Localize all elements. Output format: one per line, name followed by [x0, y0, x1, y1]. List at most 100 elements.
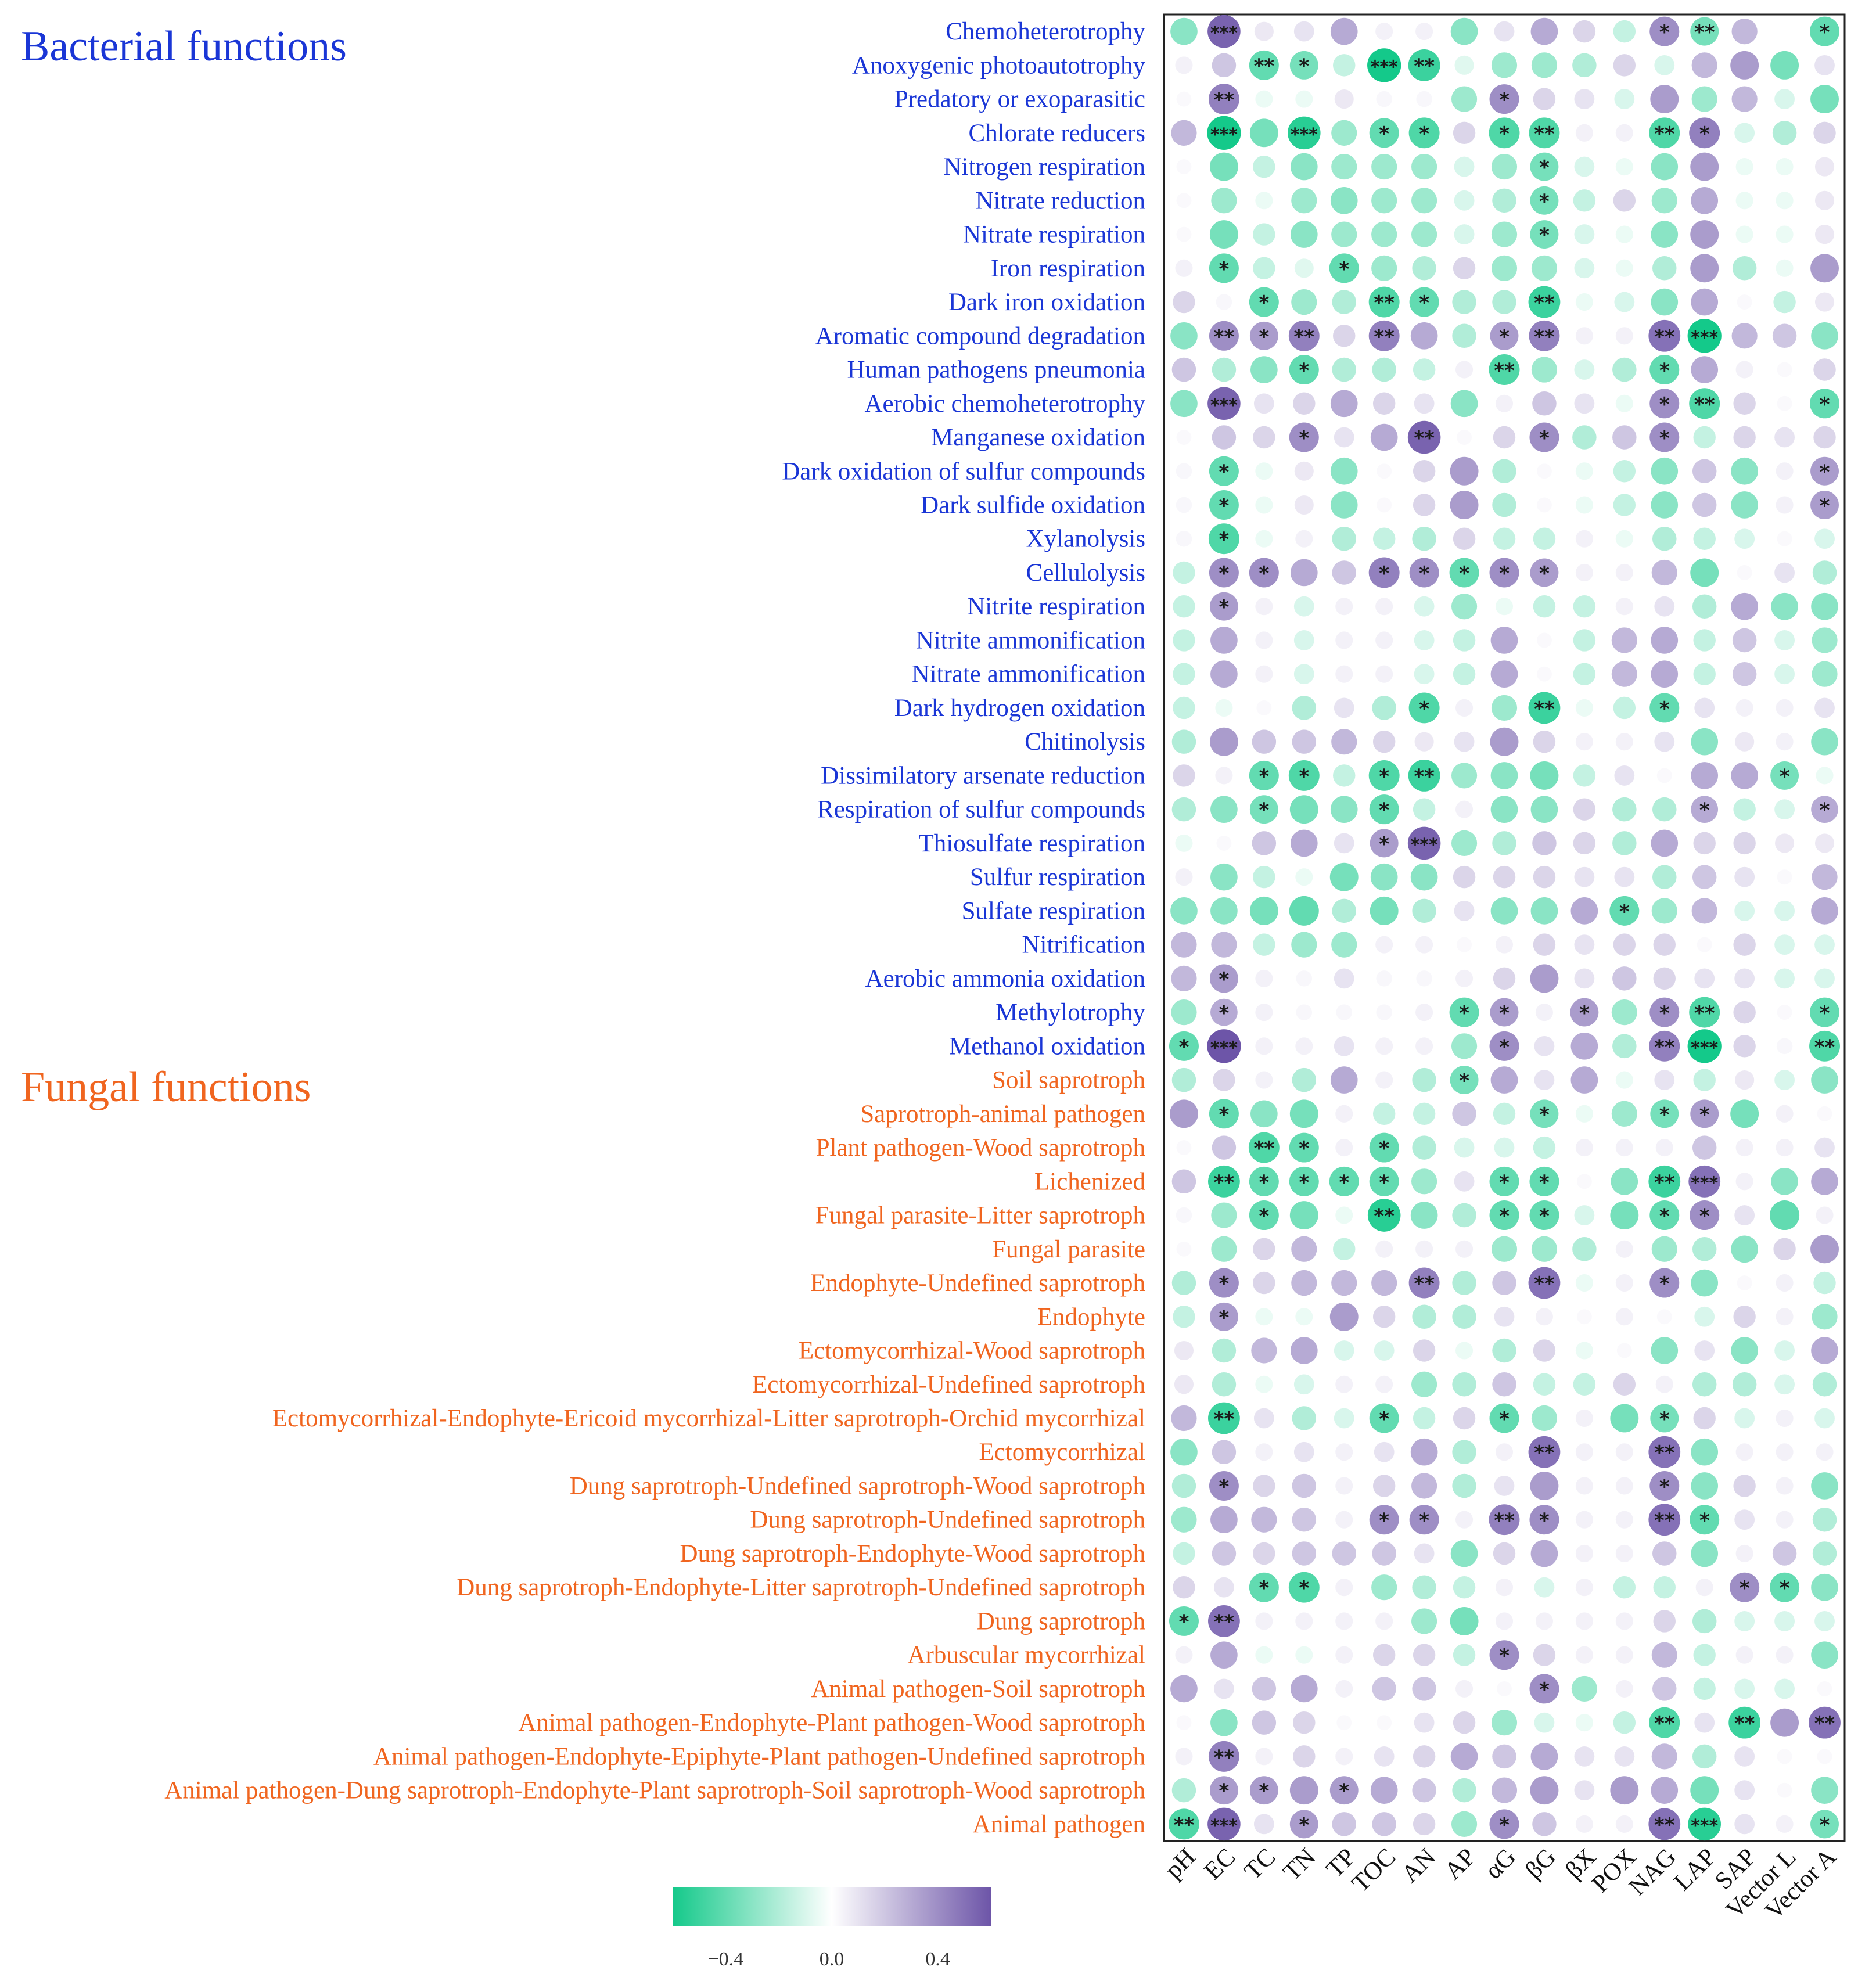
correlation-dot: [1648, 1808, 1681, 1840]
correlation-dot: [1651, 288, 1679, 316]
correlation-dot: [1575, 496, 1593, 514]
significance-mark: *: [1659, 427, 1670, 450]
significance-mark: **: [1814, 1035, 1835, 1059]
correlation-dot: [1413, 460, 1436, 483]
correlation-dot: [1613, 696, 1636, 720]
correlation-dot: [1209, 456, 1239, 486]
correlation-dot: [1691, 1438, 1719, 1466]
correlation-dot: [1574, 393, 1595, 414]
correlation-dot: [1290, 153, 1318, 181]
correlation-dot: [1731, 1235, 1758, 1263]
correlation-dot: [1529, 1505, 1559, 1535]
correlation-dot: [1409, 1505, 1439, 1535]
significance-mark: *: [1539, 190, 1550, 213]
correlation-dot: [1335, 1612, 1353, 1630]
correlation-dot: [1734, 1509, 1755, 1530]
row-label: Methylotrophy: [995, 999, 1145, 1026]
correlation-dot: [1814, 833, 1835, 853]
row-label: Chitinolysis: [1025, 728, 1145, 756]
correlation-dot: [1289, 896, 1319, 926]
correlation-dot: [1331, 1270, 1357, 1296]
correlation-dot: [1735, 1139, 1753, 1157]
correlation-dot: [1533, 1373, 1556, 1396]
correlation-dot: [1574, 968, 1595, 989]
row-label: Dark sulfide oxidation: [921, 491, 1145, 519]
correlation-dot: [1249, 287, 1279, 317]
correlation-dot: [1776, 158, 1794, 176]
correlation-dot: [1774, 1340, 1795, 1361]
correlation-dot: [1288, 116, 1321, 150]
correlation-dot: [1449, 558, 1479, 588]
correlation-dot: [1814, 292, 1835, 312]
correlation-dot: [1454, 55, 1474, 75]
correlation-dot: [1414, 630, 1435, 650]
correlation-dot: [1734, 900, 1755, 921]
correlation-dot: [1690, 17, 1719, 46]
correlation-dot: [1331, 120, 1357, 146]
correlation-dot: [1651, 1236, 1677, 1262]
correlation-dot: [1375, 631, 1393, 649]
correlation-dot: [1810, 1235, 1839, 1264]
correlation-dot: [1452, 1778, 1476, 1803]
correlation-dot: [1209, 727, 1238, 756]
significance-mark: *: [1699, 1103, 1710, 1127]
significance-mark: *: [1659, 393, 1670, 416]
correlation-dot: [1613, 20, 1636, 43]
correlation-dot: [1570, 897, 1598, 925]
correlation-dot: [1368, 760, 1400, 791]
significance-mark: ***: [1210, 395, 1238, 416]
correlation-dot: [1776, 192, 1794, 210]
correlation-dot: [1335, 1206, 1353, 1224]
correlation-dot: [1573, 663, 1596, 685]
correlation-dot: [1451, 594, 1478, 620]
correlation-dot: [1735, 1070, 1755, 1090]
correlation-dot: [1208, 523, 1239, 555]
correlation-dot: [1814, 528, 1835, 549]
correlation-dot: [1253, 155, 1275, 178]
row-label: Aerobic chemoheterotrophy: [864, 390, 1145, 418]
correlation-dot: [1414, 393, 1435, 414]
correlation-dot: [1576, 1174, 1592, 1189]
significance-mark: *: [1219, 461, 1230, 484]
correlation-dot: [1731, 323, 1758, 349]
correlation-dot: [1290, 829, 1318, 857]
row-label: Ectomycorrhizal: [979, 1439, 1145, 1466]
correlation-dot: [1610, 1404, 1639, 1433]
correlation-dot: [1734, 1678, 1755, 1699]
correlation-dot: [1573, 832, 1596, 855]
correlation-dot: [1737, 294, 1752, 310]
correlation-dot: [1692, 1135, 1717, 1160]
correlation-dot: [1812, 1304, 1838, 1330]
correlation-dot: [1575, 1409, 1593, 1428]
correlation-dot: [1776, 259, 1794, 277]
correlation-dot: [1334, 427, 1354, 448]
correlation-dot: [1411, 1371, 1437, 1397]
correlation-dot: [1375, 665, 1393, 683]
correlation-dot: [1210, 796, 1238, 823]
correlation-dot: [1173, 696, 1195, 720]
significance-mark: *: [1499, 1171, 1510, 1194]
correlation-dot: [1811, 1573, 1838, 1601]
correlation-dot: [1814, 1137, 1835, 1158]
correlation-dot: [1497, 1681, 1512, 1696]
correlation-dot: [1810, 85, 1839, 114]
correlation-dot: [1653, 933, 1676, 956]
correlation-dot: [1814, 934, 1835, 955]
column-label: TN: [1278, 1843, 1321, 1886]
correlation-dot: [1415, 1037, 1433, 1055]
correlation-dot: [1372, 357, 1396, 382]
correlation-dot: [1613, 494, 1636, 516]
correlation-dot: [1329, 1302, 1359, 1331]
correlation-dot: [1730, 51, 1759, 80]
correlation-dot: [1335, 1477, 1353, 1495]
significance-mark: *: [1659, 1272, 1670, 1296]
correlation-dot: [1491, 255, 1518, 281]
correlation-dot: [1452, 1372, 1476, 1397]
column-label: αG: [1480, 1843, 1521, 1885]
row-label: Nitrogen respiration: [944, 153, 1146, 181]
correlation-dot: [1770, 1708, 1799, 1737]
correlation-dot: [1692, 594, 1717, 619]
correlation-dot: [1335, 598, 1353, 616]
correlation-dot: [1611, 1101, 1637, 1127]
significance-mark: *: [1419, 1509, 1429, 1533]
